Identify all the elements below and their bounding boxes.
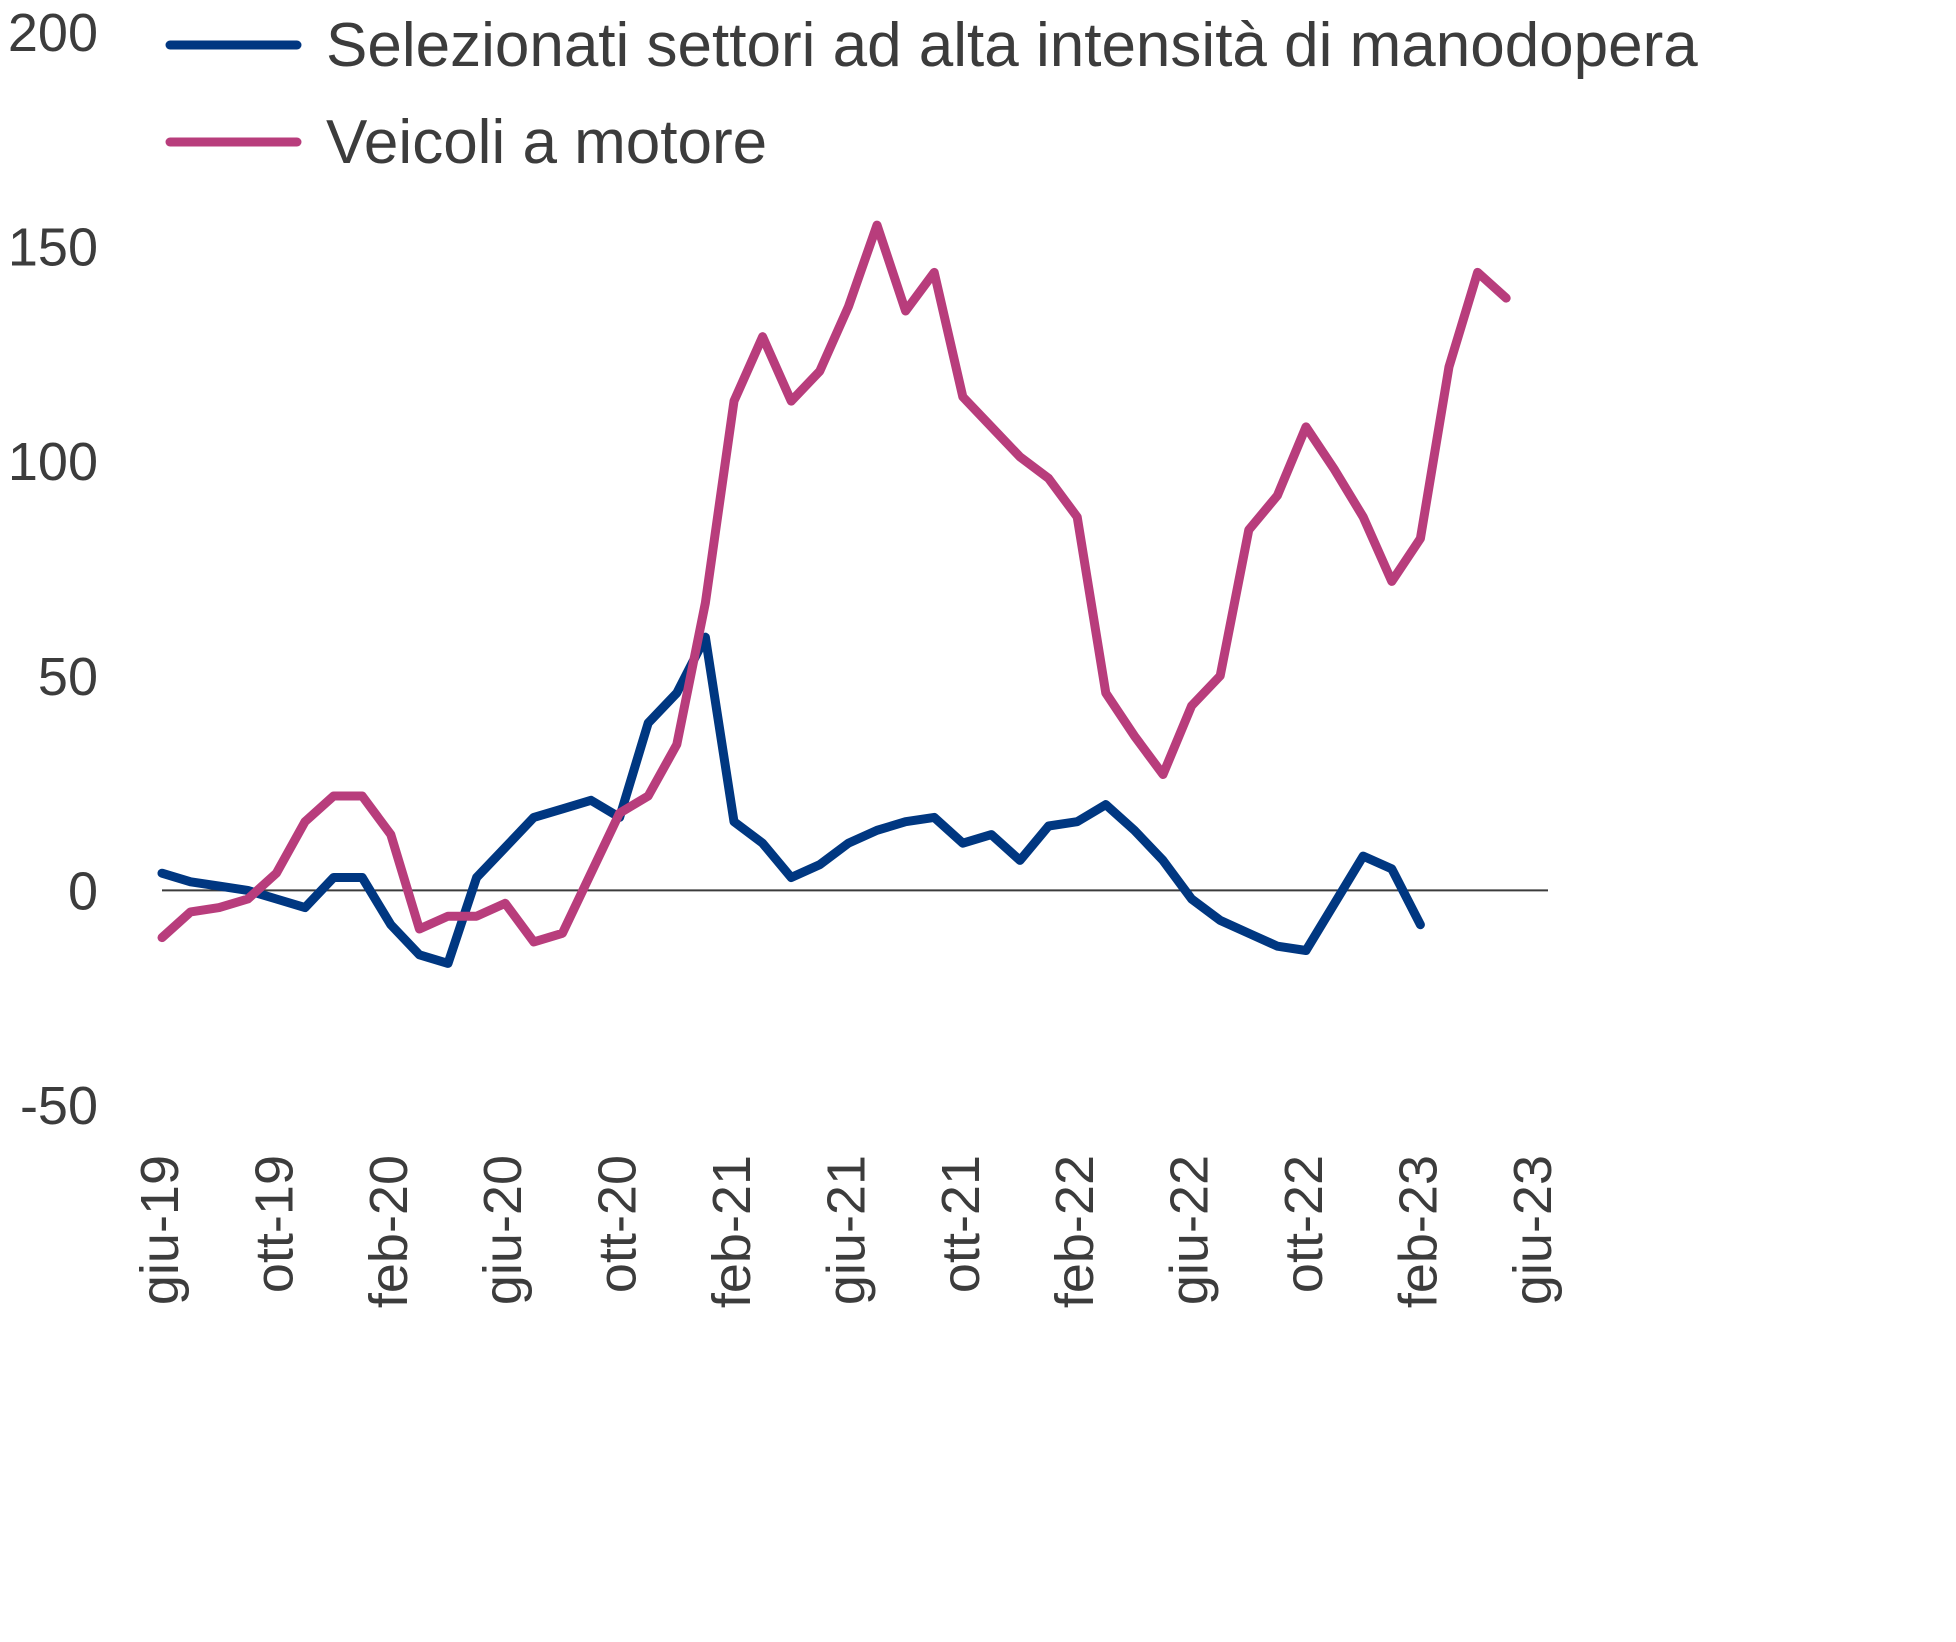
- x-tick-label: giu-22: [1160, 1155, 1220, 1305]
- y-tick-label: 50: [38, 647, 98, 707]
- series-lines: [157, 220, 1511, 968]
- series-line-motor-vehicles: [157, 220, 1511, 947]
- x-axis-ticks: giu-19 ott-19 feb-20 giu-20 ott-20 feb-21 giu-…: [130, 1155, 1563, 1308]
- x-tick-label: giu-23: [1503, 1155, 1563, 1305]
- x-tick-label: giu-20: [473, 1155, 533, 1305]
- y-tick-label: 200: [8, 3, 98, 63]
- y-axis-ticks: 200 150 100 50 0 -50: [8, 3, 98, 1136]
- x-tick-label: giu-21: [816, 1155, 876, 1305]
- x-tick-label: giu-19: [130, 1155, 190, 1305]
- y-tick-label: -50: [20, 1076, 98, 1136]
- legend: Selezionati settori ad alta intensità di…: [165, 11, 1698, 177]
- x-tick-label: feb-21: [702, 1155, 762, 1308]
- x-tick-label: feb-20: [359, 1155, 419, 1308]
- x-tick-label: ott-22: [1274, 1155, 1334, 1293]
- x-tick-label: feb-22: [1045, 1155, 1105, 1308]
- x-tick-label: ott-21: [931, 1155, 991, 1293]
- y-tick-label: 150: [8, 218, 98, 278]
- x-tick-label: ott-19: [244, 1155, 304, 1293]
- x-tick-label: ott-20: [588, 1155, 648, 1293]
- legend-label-labor-intensive-sectors: Selezionati settori ad alta intensità di…: [326, 11, 1698, 80]
- legend-label-motor-vehicles: Veicoli a motore: [326, 108, 767, 177]
- y-tick-label: 100: [8, 432, 98, 492]
- series-line-labor-intensive-sectors: [157, 632, 1425, 968]
- x-tick-label: feb-23: [1388, 1155, 1448, 1308]
- y-tick-label: 0: [68, 861, 98, 921]
